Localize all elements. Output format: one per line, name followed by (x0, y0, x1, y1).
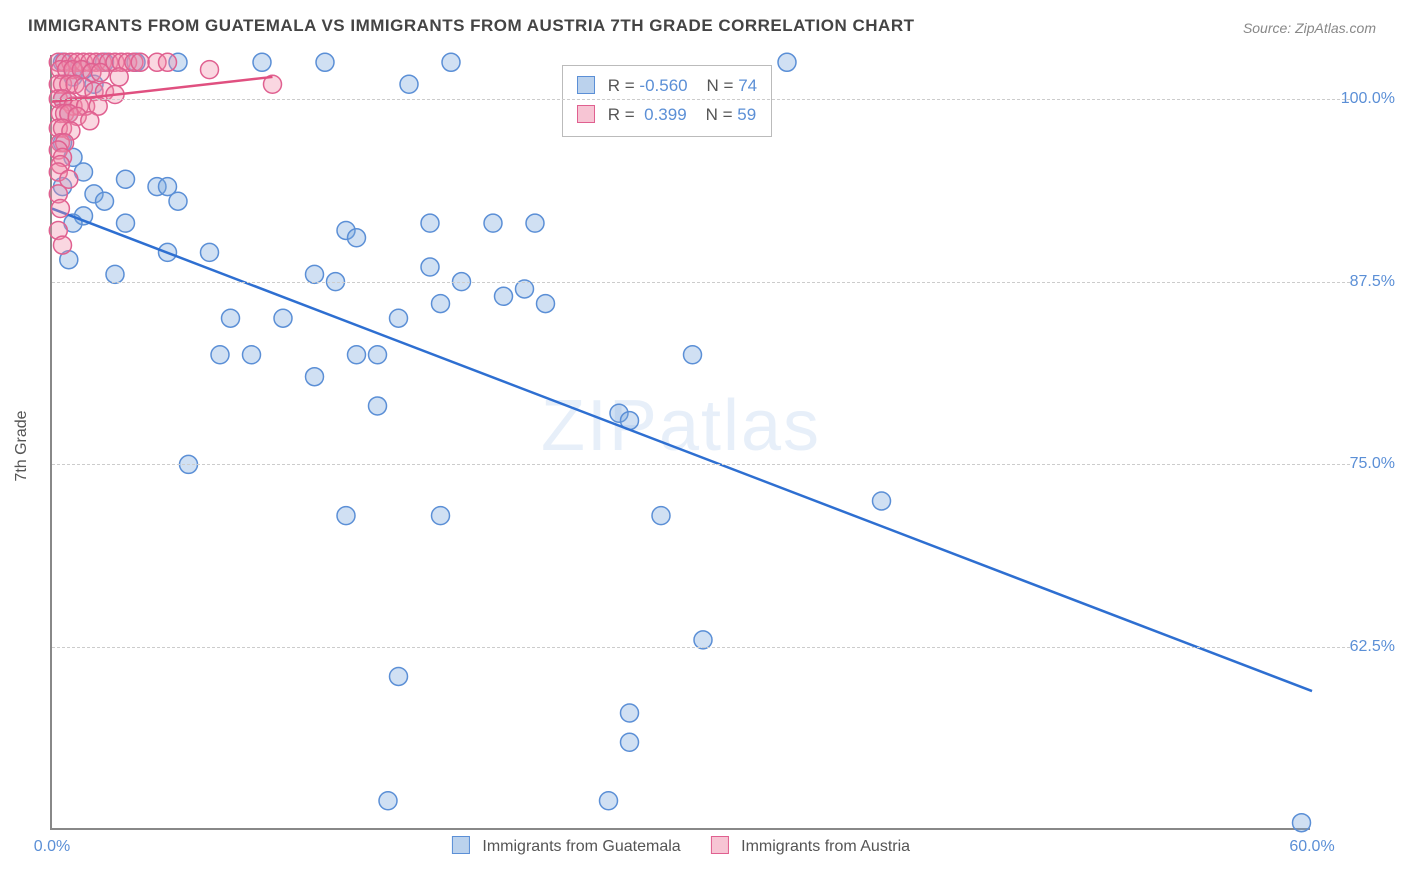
grid-line (52, 282, 1350, 283)
r-label: R = (608, 105, 635, 124)
n-label: N = (707, 76, 734, 95)
data-point (222, 309, 240, 327)
data-point (432, 507, 450, 525)
swatch-icon (711, 836, 729, 854)
data-point (516, 280, 534, 298)
data-point (316, 53, 334, 71)
data-point (778, 53, 796, 71)
scatter-svg (52, 55, 1310, 828)
data-point (421, 258, 439, 276)
data-point (306, 368, 324, 386)
data-point (432, 295, 450, 313)
swatch-icon (577, 76, 595, 94)
source-attribution: Source: ZipAtlas.com (1243, 20, 1376, 36)
data-point (117, 214, 135, 232)
r-value: -0.560 (639, 76, 687, 95)
data-point (169, 192, 187, 210)
data-point (253, 53, 271, 71)
r-label: R = (608, 76, 635, 95)
data-point (369, 397, 387, 415)
data-point (306, 265, 324, 283)
data-point (684, 346, 702, 364)
n-value: 59 (737, 105, 756, 124)
chart-title: IMMIGRANTS FROM GUATEMALA VS IMMIGRANTS … (28, 16, 915, 36)
data-point (51, 200, 69, 218)
data-point (159, 53, 177, 71)
data-point (369, 346, 387, 364)
y-tick-label: 75.0% (1325, 455, 1395, 473)
data-point (390, 667, 408, 685)
data-point (652, 507, 670, 525)
grid-line (52, 464, 1350, 465)
grid-line (52, 647, 1350, 648)
y-axis-label: 7th Grade (13, 410, 31, 481)
swatch-icon (577, 105, 595, 123)
data-point (211, 346, 229, 364)
data-point (537, 295, 555, 313)
y-tick-label: 87.5% (1325, 273, 1395, 291)
grid-line (52, 99, 1350, 100)
data-point (442, 53, 460, 71)
data-point (600, 792, 618, 810)
data-point (274, 309, 292, 327)
stats-row: R = -0.560 N = 74 (577, 72, 757, 101)
data-point (243, 346, 261, 364)
data-point (117, 170, 135, 188)
legend-label: Immigrants from Austria (741, 838, 910, 855)
data-point (106, 265, 124, 283)
data-point (201, 61, 219, 79)
swatch-icon (452, 836, 470, 854)
data-point (495, 287, 513, 305)
data-point (96, 192, 114, 210)
y-tick-label: 100.0% (1325, 90, 1395, 108)
legend-label: Immigrants from Guatemala (482, 838, 680, 855)
stats-row: R = 0.399 N = 59 (577, 101, 757, 130)
legend-item: Immigrants from Austria (711, 836, 910, 856)
data-point (81, 112, 99, 130)
data-point (621, 733, 639, 751)
data-point (91, 64, 109, 82)
data-point (873, 492, 891, 510)
r-value: 0.399 (644, 105, 687, 124)
data-point (400, 75, 418, 93)
data-point (1293, 814, 1311, 832)
data-point (348, 229, 366, 247)
data-point (348, 346, 366, 364)
data-point (110, 68, 128, 86)
data-point (390, 309, 408, 327)
legend-item: Immigrants from Guatemala (452, 836, 681, 856)
data-point (54, 236, 72, 254)
data-point (337, 507, 355, 525)
x-axis-legend: Immigrants from Guatemala Immigrants fro… (452, 836, 910, 856)
data-point (484, 214, 502, 232)
data-point (379, 792, 397, 810)
data-point (201, 243, 219, 261)
data-point (131, 53, 149, 71)
plot-area: ZIPatlas R = -0.560 N = 74 R = 0.399 N =… (50, 55, 1310, 830)
data-point (621, 704, 639, 722)
x-tick-label: 0.0% (34, 838, 70, 856)
stats-legend-box: R = -0.560 N = 74 R = 0.399 N = 59 (562, 65, 772, 137)
x-tick-label: 60.0% (1289, 838, 1334, 856)
data-point (421, 214, 439, 232)
y-tick-label: 62.5% (1325, 638, 1395, 656)
n-value: 74 (738, 76, 757, 95)
data-point (526, 214, 544, 232)
data-point (694, 631, 712, 649)
n-label: N = (706, 105, 733, 124)
